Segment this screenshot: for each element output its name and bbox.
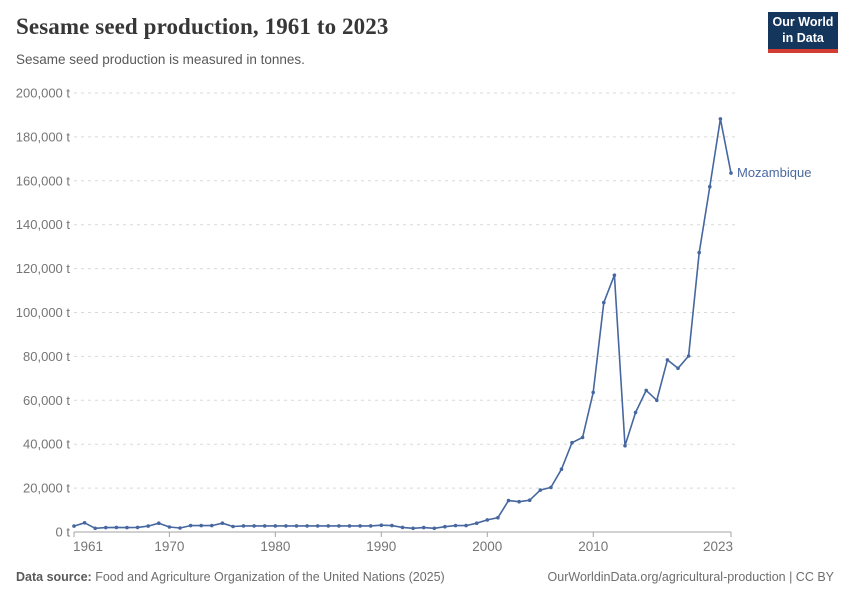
svg-text:1990: 1990 [366, 539, 396, 554]
svg-text:1980: 1980 [260, 539, 290, 554]
owid-url-license[interactable]: OurWorldinData.org/agricultural-producti… [547, 570, 834, 584]
svg-text:60,000 t: 60,000 t [23, 393, 70, 408]
svg-text:1970: 1970 [154, 539, 184, 554]
svg-text:2000: 2000 [472, 539, 502, 554]
svg-text:140,000 t: 140,000 t [16, 217, 71, 232]
page-title: Sesame seed production, 1961 to 2023 [16, 14, 389, 39]
owid-logo-line1: Our World [772, 15, 834, 29]
svg-text:100,000 t: 100,000 t [16, 305, 71, 320]
svg-text:2010: 2010 [578, 539, 608, 554]
svg-text:200,000 t: 200,000 t [16, 86, 71, 101]
chart-subtitle: Sesame seed production is measured in to… [16, 52, 305, 67]
entity-label-mozambique: Mozambique [737, 165, 812, 180]
data-source-label: Data source: [16, 570, 92, 584]
owid-logo-line2: in Data [782, 31, 824, 45]
svg-text:20,000 t: 20,000 t [23, 481, 70, 496]
svg-text:120,000 t: 120,000 t [16, 261, 71, 276]
svg-text:1961: 1961 [73, 539, 103, 554]
svg-text:0 t: 0 t [56, 525, 71, 540]
svg-text:2023: 2023 [703, 539, 733, 554]
owid-logo[interactable]: Our World in Data [768, 12, 838, 53]
svg-text:160,000 t: 160,000 t [16, 173, 71, 188]
data-source-note: Data source: Food and Agriculture Organi… [16, 570, 445, 584]
svg-text:40,000 t: 40,000 t [23, 437, 70, 452]
svg-text:180,000 t: 180,000 t [16, 129, 71, 144]
svg-text:80,000 t: 80,000 t [23, 349, 70, 364]
data-source-text: Food and Agriculture Organization of the… [91, 570, 445, 584]
